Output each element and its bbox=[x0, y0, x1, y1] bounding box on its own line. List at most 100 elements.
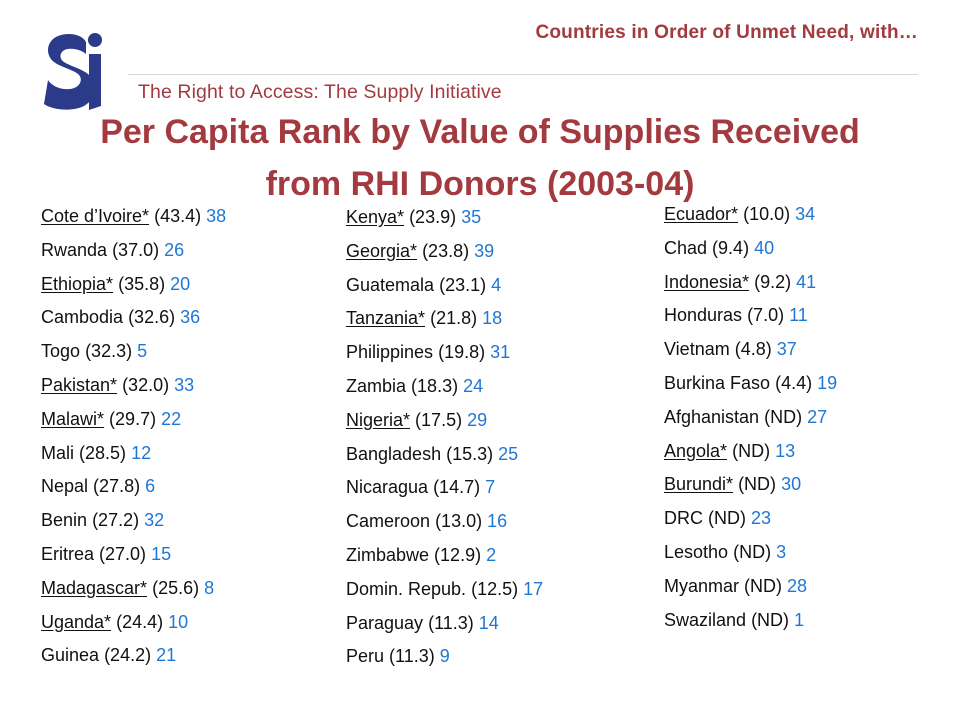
unmet-need-value: (27.0) bbox=[99, 543, 147, 564]
per-capita-rank: 17 bbox=[523, 578, 544, 599]
unmet-need-value: (11.3) bbox=[389, 646, 435, 667]
per-capita-rank: 33 bbox=[174, 374, 195, 395]
country-name: Madagascar* bbox=[41, 577, 148, 598]
unmet-need-value: (32.6) bbox=[128, 307, 176, 328]
country-row: Zimbabwe (12.9) 2 bbox=[346, 539, 543, 573]
unmet-need-value: (4.4) bbox=[775, 372, 813, 393]
per-capita-rank: 27 bbox=[807, 406, 828, 427]
country-row: Cote d’Ivoire* (43.4) 38 bbox=[41, 200, 226, 234]
country-row: Philippines (19.8) 31 bbox=[346, 336, 543, 370]
per-capita-rank: 19 bbox=[817, 372, 838, 393]
country-row: Benin (27.2) 32 bbox=[41, 504, 226, 538]
unmet-need-value: (9.2) bbox=[754, 271, 792, 292]
per-capita-rank: 13 bbox=[775, 440, 796, 461]
unmet-need-value: (15.3) bbox=[446, 443, 494, 464]
per-capita-rank: 22 bbox=[161, 408, 182, 429]
country-name: Angola* bbox=[664, 440, 728, 461]
country-name: Uganda* bbox=[41, 611, 112, 632]
unmet-need-value: (11.3) bbox=[428, 612, 474, 633]
per-capita-rank: 26 bbox=[164, 239, 185, 260]
country-name: Peru bbox=[346, 646, 385, 667]
per-capita-rank: 14 bbox=[478, 612, 499, 633]
country-row: Indonesia* (9.2) 41 bbox=[664, 266, 837, 300]
unmet-need-value: (19.8) bbox=[438, 342, 486, 363]
unmet-need-value: (ND) bbox=[732, 440, 771, 461]
unmet-need-value: (12.5) bbox=[471, 578, 519, 599]
unmet-need-value: (24.2) bbox=[104, 645, 152, 666]
country-row: Domin. Repub. (12.5) 17 bbox=[346, 573, 543, 607]
unmet-need-value: (32.3) bbox=[85, 341, 133, 362]
country-name: Chad bbox=[664, 237, 708, 258]
country-name: Cambodia bbox=[41, 307, 124, 328]
unmet-need-value: (27.8) bbox=[93, 476, 141, 497]
country-name: Burkina Faso bbox=[664, 372, 771, 393]
unmet-need-value: (14.7) bbox=[433, 477, 481, 498]
unmet-need-value: (37.0) bbox=[112, 239, 160, 260]
country-column-1: Cote d’Ivoire* (43.4) 38 Rwanda (37.0) 26… bbox=[41, 200, 226, 673]
per-capita-rank: 41 bbox=[796, 271, 817, 292]
country-name: Paraguay bbox=[346, 612, 424, 633]
country-name: Ecuador* bbox=[664, 204, 739, 224]
country-row: Rwanda (37.0) 26 bbox=[41, 234, 226, 268]
per-capita-rank: 1 bbox=[794, 609, 805, 630]
supply-initiative-logo-icon bbox=[44, 33, 102, 110]
unmet-need-value: (ND) bbox=[751, 609, 790, 630]
country-name: Vietnam bbox=[664, 339, 730, 360]
country-name: Tanzania* bbox=[346, 308, 426, 329]
per-capita-rank: 23 bbox=[751, 508, 772, 529]
country-row: Ethiopia* (35.8) 20 bbox=[41, 268, 226, 302]
country-row: Chad (9.4) 40 bbox=[664, 232, 837, 266]
country-row: Mali (28.5) 12 bbox=[41, 437, 226, 471]
country-row: Nigeria* (17.5) 29 bbox=[346, 404, 543, 438]
country-name: Nicaragua bbox=[346, 477, 429, 498]
per-capita-rank: 18 bbox=[482, 308, 503, 329]
per-capita-rank: 35 bbox=[461, 207, 482, 227]
unmet-need-value: (17.5) bbox=[415, 409, 463, 430]
unmet-need-value: (13.0) bbox=[435, 511, 483, 532]
country-row: Cambodia (32.6) 36 bbox=[41, 301, 226, 335]
unmet-need-value: (23.9) bbox=[409, 207, 457, 227]
country-name: Nepal bbox=[41, 476, 89, 497]
per-capita-rank: 20 bbox=[170, 273, 191, 294]
per-capita-rank: 25 bbox=[498, 443, 519, 464]
page-title-line1: Per Capita Rank by Value of Supplies Rec… bbox=[100, 113, 860, 151]
unmet-need-value: (10.0) bbox=[743, 204, 791, 224]
country-name: Nigeria* bbox=[346, 409, 411, 430]
country-name: Guatemala bbox=[346, 274, 435, 295]
country-name: Malawi* bbox=[41, 408, 105, 429]
country-name: Lesotho bbox=[664, 541, 729, 562]
unmet-need-value: (ND) bbox=[744, 575, 783, 596]
per-capita-rank: 30 bbox=[781, 474, 802, 495]
country-row: Guinea (24.2) 21 bbox=[41, 639, 226, 673]
country-row: Lesotho (ND) 3 bbox=[664, 536, 837, 570]
country-row: Pakistan* (32.0) 33 bbox=[41, 369, 226, 403]
country-row: Burundi* (ND) 30 bbox=[664, 468, 837, 502]
per-capita-rank: 4 bbox=[491, 274, 502, 295]
country-name: Ethiopia* bbox=[41, 273, 114, 294]
country-row: Ecuador* (10.0) 34 bbox=[664, 198, 837, 232]
country-name: Georgia* bbox=[346, 240, 418, 261]
country-name: Guinea bbox=[41, 645, 100, 666]
country-row: Tanzania* (21.8) 18 bbox=[346, 302, 543, 336]
unmet-need-value: (7.0) bbox=[747, 305, 785, 326]
country-row: Eritrea (27.0) 15 bbox=[41, 538, 226, 572]
country-row: Swaziland (ND) 1 bbox=[664, 604, 837, 638]
country-row: Cameroon (13.0) 16 bbox=[346, 505, 543, 539]
per-capita-rank: 36 bbox=[180, 307, 201, 328]
unmet-need-value: (23.8) bbox=[422, 240, 470, 261]
per-capita-rank: 5 bbox=[137, 341, 148, 362]
per-capita-rank: 34 bbox=[795, 204, 816, 224]
page-title-line2: from RHI Donors (2003-04) bbox=[265, 165, 695, 203]
unmet-need-value: (ND) bbox=[733, 541, 772, 562]
country-name: Myanmar bbox=[664, 575, 740, 596]
tagline-rule bbox=[128, 74, 918, 75]
per-capita-rank: 16 bbox=[487, 511, 508, 532]
country-column-2: Kenya* (23.9) 35 Georgia* (23.8) 39 Guatem… bbox=[346, 201, 543, 674]
country-name: Zimbabwe bbox=[346, 544, 430, 565]
country-row: Myanmar (ND) 28 bbox=[664, 570, 837, 604]
country-name: Afghanistan bbox=[664, 406, 760, 427]
unmet-need-value: (ND) bbox=[708, 508, 747, 529]
unmet-need-value: (23.1) bbox=[439, 274, 487, 295]
country-name: Philippines bbox=[346, 342, 434, 363]
country-row: Nepal (27.8) 6 bbox=[41, 470, 226, 504]
